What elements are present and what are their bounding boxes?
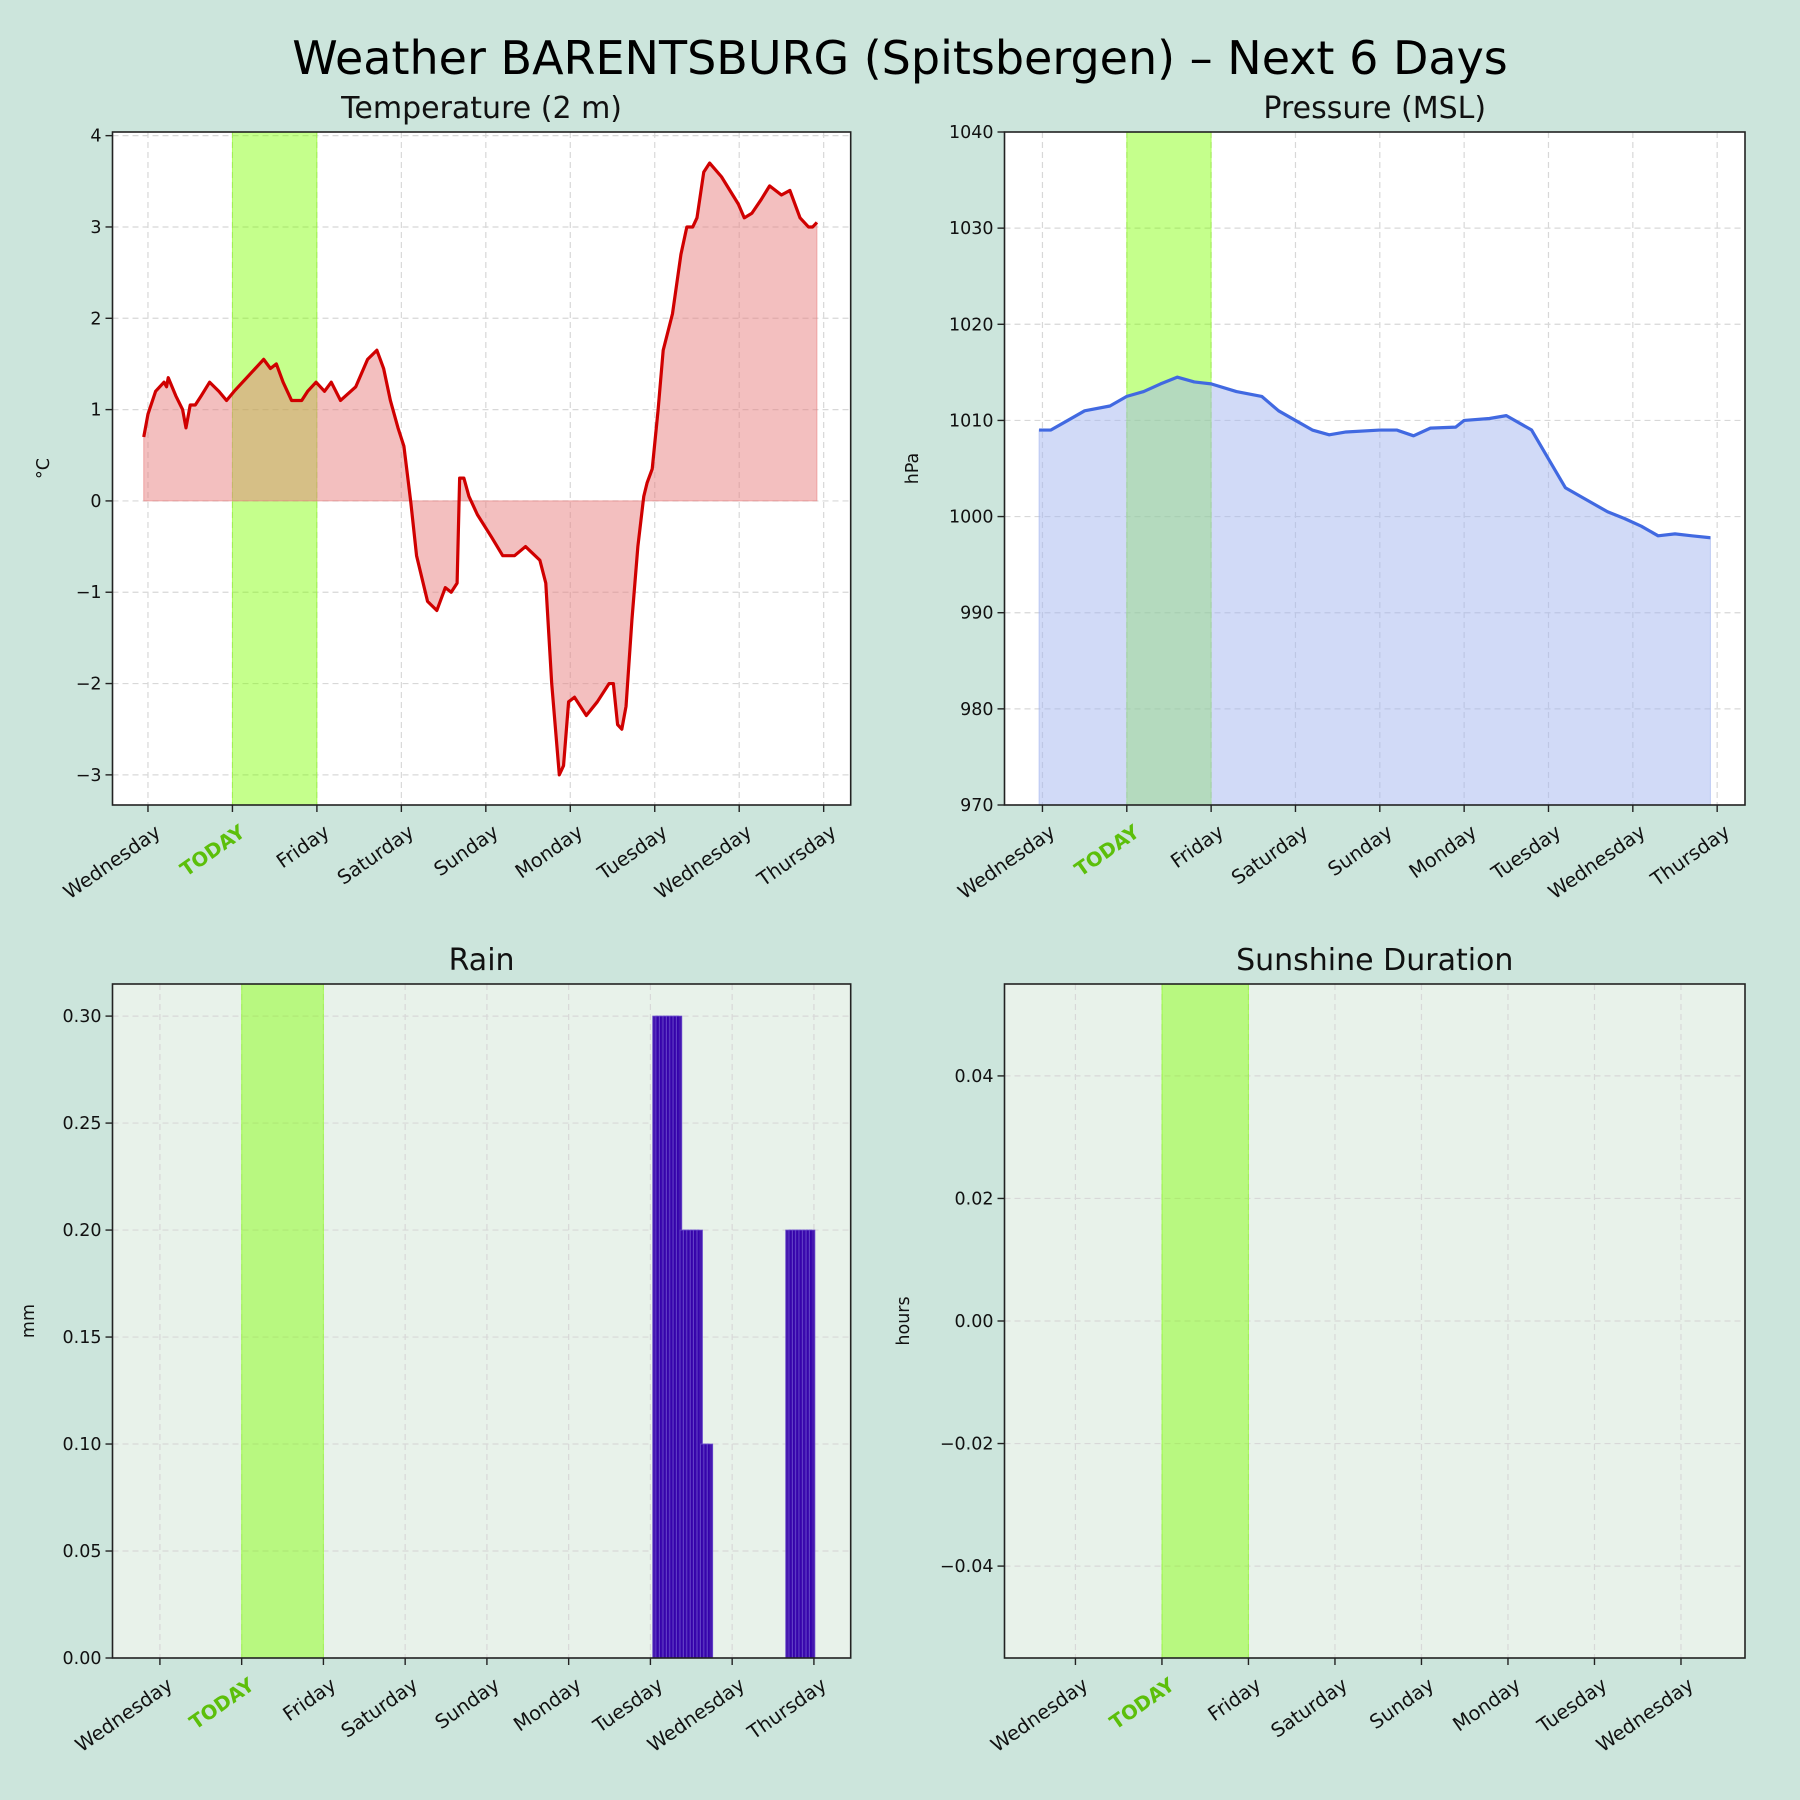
- today-band: [1161, 983, 1249, 1659]
- today-band: [241, 983, 324, 1659]
- rain-axes-frame: [111, 983, 852, 1659]
- y-tick-label: 0.00: [955, 1312, 994, 1332]
- figure-title: Weather BARENTSBURG (Spitsbergen) – Next…: [292, 31, 1508, 85]
- y-tick-label: 1010: [949, 411, 994, 431]
- y-tick-label: 1040: [949, 123, 994, 143]
- y-tick-label: 0.15: [63, 1328, 102, 1348]
- pressure-axes-frame: [1003, 131, 1746, 806]
- y-tick-label: 980: [960, 700, 993, 720]
- y-tick-label: 0.25: [63, 1114, 102, 1134]
- y-tick-label: 3: [90, 218, 101, 238]
- y-tick-label: −0.04: [940, 1557, 994, 1577]
- y-tick-label: 2: [90, 309, 101, 329]
- y-tick-label: 0.04: [955, 1067, 994, 1087]
- y-tick-label: 0: [90, 492, 101, 512]
- temperature-line: [142, 161, 819, 777]
- temperature-ylabel: °C: [34, 458, 54, 479]
- y-tick-label: 990: [960, 604, 993, 624]
- y-tick-label: 1030: [949, 219, 994, 239]
- rain-ylabel: mm: [19, 1304, 39, 1338]
- y-tick-label: 1000: [949, 508, 994, 528]
- rain-bar: [706, 1443, 714, 1659]
- sunshine-ylabel: hours: [894, 1296, 914, 1345]
- rain-title: Rain: [449, 943, 515, 978]
- sunshine-title: Sunshine Duration: [1236, 943, 1513, 978]
- temperature-title: Temperature (2 m): [340, 91, 622, 126]
- y-tick-label: 970: [960, 796, 993, 816]
- pressure-title: Pressure (MSL): [1263, 91, 1486, 126]
- y-tick-label: 0.30: [63, 1007, 102, 1027]
- y-tick-label: −2: [76, 675, 102, 695]
- temperature-axes-frame: [111, 131, 852, 806]
- y-tick-label: 0.02: [955, 1189, 994, 1209]
- pressure-line: [1039, 375, 1711, 540]
- y-tick-label: −3: [76, 766, 102, 786]
- y-tick-label: 0.00: [63, 1649, 102, 1669]
- rain-plot-area: [112, 984, 851, 1658]
- y-tick-label: 0.20: [63, 1221, 102, 1241]
- rain-bar: [809, 1229, 816, 1659]
- y-tick-label: 0.10: [63, 1435, 102, 1455]
- y-tick-label: 1: [90, 401, 101, 421]
- y-tick-label: −0.02: [940, 1435, 994, 1455]
- y-tick-label: 1020: [949, 315, 994, 335]
- y-tick-label: −1: [76, 583, 102, 603]
- y-tick-label: 0.05: [63, 1542, 102, 1562]
- y-tick-label: 4: [90, 127, 101, 147]
- pressure-ylabel: hPa: [903, 453, 923, 485]
